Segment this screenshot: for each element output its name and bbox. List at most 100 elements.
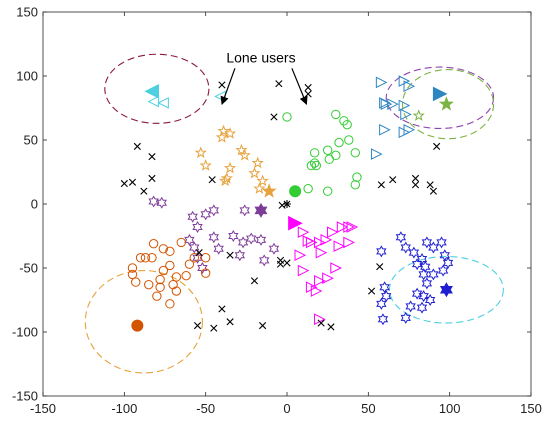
point-c3-9 [251, 156, 264, 169]
point-c6-17 [305, 281, 318, 294]
point-c7-21 [148, 238, 159, 249]
point-c1-10 [403, 80, 416, 93]
point-c7-0 [135, 253, 146, 263]
axes-layer: -150 -100 -50 0 50 100 150 -150 -100 -50 0 50 100 150 [12, 5, 542, 417]
point-c7-3 [127, 263, 138, 273]
point-c3-8 [248, 166, 261, 179]
annotation-arrow-1 [291, 68, 308, 105]
point-c9-14 [226, 251, 234, 259]
point-c4-17 [322, 186, 333, 196]
point-c9-12 [278, 201, 286, 209]
point-c6-0 [297, 226, 310, 238]
cluster-center-3 [261, 183, 277, 198]
point-c1-4 [400, 108, 412, 121]
y-tick-label-6: 150 [16, 5, 38, 20]
point-c8-18 [416, 301, 428, 314]
point-c3-12 [253, 182, 266, 194]
point-c9-6 [148, 153, 156, 161]
point-c6-7 [333, 240, 346, 253]
point-c9-20 [259, 322, 267, 330]
point-c7-13 [152, 291, 162, 301]
y-tick-label-3: 0 [31, 197, 38, 212]
coverage-ellipse-7 [84, 270, 203, 374]
point-c0-1 [157, 97, 169, 109]
point-c4-5 [334, 137, 344, 148]
point-c4-3 [342, 119, 352, 130]
point-c3-4 [238, 148, 251, 161]
point-c2-0 [412, 109, 425, 121]
point-c7-9 [165, 260, 175, 271]
point-c1-3 [398, 99, 411, 112]
point-c9-22 [276, 260, 285, 268]
point-c9-33 [376, 263, 384, 271]
point-c6-11 [343, 236, 355, 249]
point-c5-14 [255, 233, 267, 246]
point-c9-32 [283, 259, 291, 267]
point-c8-7 [436, 236, 447, 249]
x-tick-label-5: 100 [439, 401, 461, 416]
point-c6-6 [315, 246, 328, 259]
point-c1-6 [380, 98, 393, 110]
point-c6-2 [305, 236, 318, 249]
point-c8-22 [379, 281, 390, 294]
point-c8-21 [381, 290, 392, 303]
cluster-center-1 [432, 86, 448, 102]
point-c6-12 [297, 264, 310, 277]
point-c5-19 [184, 233, 195, 246]
point-c4-0 [282, 112, 292, 122]
point-c9-7 [120, 179, 128, 188]
point-c9-27 [411, 181, 420, 189]
point-c9-28 [426, 181, 434, 189]
point-c5-0 [148, 195, 159, 208]
point-c4-8 [324, 154, 334, 164]
point-c0-0 [147, 95, 160, 108]
point-c5-8 [213, 242, 224, 255]
point-c5-3 [192, 221, 203, 234]
point-c1-0 [375, 76, 388, 89]
point-c9-9 [140, 187, 148, 195]
point-c1-7 [387, 98, 399, 110]
x-tick-label-2: -50 [196, 401, 215, 416]
point-c4-11 [309, 158, 320, 168]
x-tick-label-0: -150 [30, 401, 56, 416]
point-c3-6 [199, 159, 212, 171]
point-c7-24 [171, 286, 182, 296]
point-c6-18 [294, 249, 307, 262]
point-c6-14 [314, 274, 326, 287]
point-c8-15 [405, 300, 416, 313]
point-c8-2 [400, 241, 411, 254]
point-c3-13 [220, 171, 233, 184]
point-c5-15 [259, 254, 270, 267]
point-c5-6 [228, 230, 239, 242]
y-tick-label-0: -150 [12, 389, 38, 404]
point-c9-5 [133, 142, 141, 150]
point-c7-15 [181, 270, 191, 281]
coverage-ellipse-1 [385, 66, 495, 130]
y-tick-label-2: -50 [19, 261, 38, 276]
point-c9-18 [210, 324, 218, 332]
point-c5-16 [268, 242, 280, 255]
point-c8-10 [442, 256, 454, 269]
y-tick-label-5: 100 [16, 69, 38, 84]
point-c4-16 [309, 148, 320, 158]
point-c5-13 [239, 204, 250, 217]
cluster-center-4 [289, 185, 302, 198]
point-c9-23 [317, 319, 325, 327]
point-c7-1 [140, 253, 151, 263]
cluster-center-6 [288, 215, 303, 231]
point-c5-5 [208, 204, 219, 217]
point-c9-10 [148, 174, 156, 182]
point-c3-0 [217, 124, 230, 137]
point-c7-12 [155, 282, 165, 292]
point-c4-4 [344, 135, 354, 145]
point-c7-8 [158, 265, 169, 276]
point-c6-15 [330, 262, 342, 274]
point-c3-2 [223, 127, 237, 139]
point-c4-15 [303, 183, 313, 194]
point-c6-8 [336, 221, 349, 233]
point-c9-16 [218, 305, 226, 313]
point-c3-5 [194, 146, 207, 159]
point-c3-7 [223, 161, 237, 174]
x-tick-label-4: 50 [361, 401, 375, 416]
